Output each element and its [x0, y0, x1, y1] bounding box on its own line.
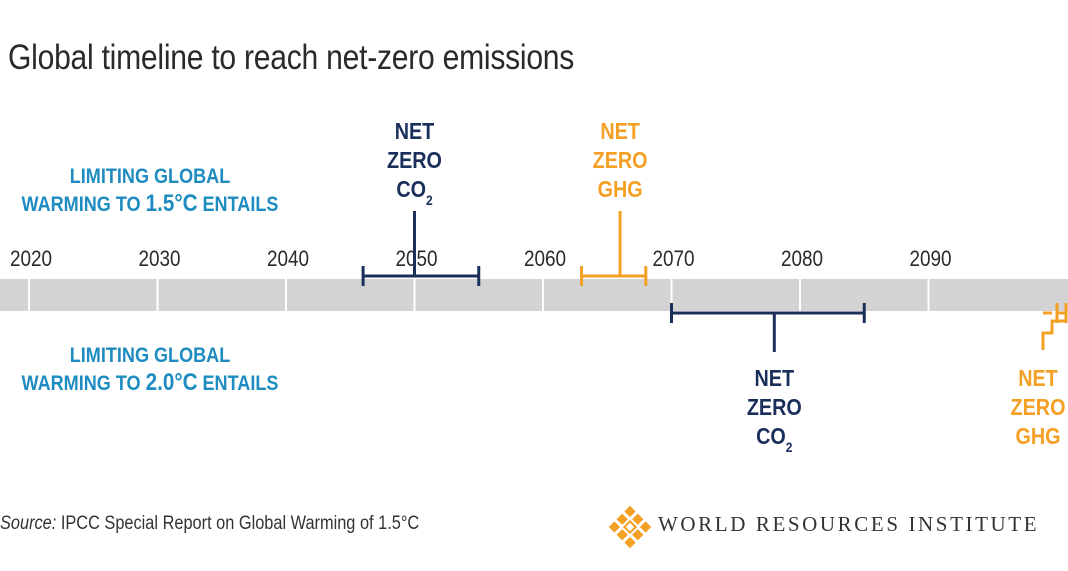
condition-line-2-prefix: WARMING TO: [21, 193, 146, 216]
logo-text: WORLD RESOURCES INSTITUTE: [658, 512, 1040, 536]
milestone-label: ZERO: [387, 148, 442, 174]
chart-title: Global timeline to reach net-zero emissi…: [8, 38, 575, 77]
timeline-bar: [0, 279, 1068, 311]
condition-temp: 2.0°C: [145, 369, 198, 396]
tick-label: 2040: [267, 247, 309, 272]
milestone-label: GHG: [1015, 424, 1060, 450]
tick-label: 2030: [138, 247, 180, 272]
source-label: Source:: [0, 513, 57, 534]
wri-logo-icon: [608, 505, 652, 549]
source-text: IPCC Special Report on Global Warming of…: [56, 513, 420, 534]
milestone-label: ZERO: [747, 395, 802, 421]
milestone-label: NET: [755, 366, 795, 392]
tick-label: 2050: [395, 247, 437, 272]
milestone-label: CO2: [396, 177, 432, 209]
tick-label: 2020: [10, 247, 52, 272]
timeline-chart: 2020 2030 2040 2050 2060 2070 2080 2090 NET ZERO C…: [0, 119, 1068, 456]
condition-line-1: LIMITING GLOBAL: [69, 165, 231, 188]
milestone-label: NET: [395, 119, 435, 145]
tick-label: 2080: [781, 247, 823, 272]
condition-line-1: LIMITING GLOBAL: [69, 344, 231, 367]
condition-1-5c: LIMITING GLOBAL WARMING TO 1.5°C ENTAILS: [4, 163, 296, 218]
condition-line-2-suffix: ENTAILS: [197, 193, 279, 216]
milestone-label-subscript: 2: [786, 439, 793, 455]
tick-label: 2070: [652, 247, 694, 272]
milestone-label: ZERO: [1011, 395, 1066, 421]
condition-line-2-suffix: ENTAILS: [197, 372, 279, 395]
condition-2-0c: LIMITING GLOBAL WARMING TO 2.0°C ENTAILS: [4, 342, 296, 397]
milestone-label: ZERO: [593, 148, 648, 174]
milestone-label: NET: [600, 119, 640, 145]
condition-temp: 1.5°C: [145, 190, 198, 217]
source-note: Source: IPCC Special Report on Global Wa…: [0, 513, 419, 535]
milestone-label: NET: [1018, 366, 1058, 392]
milestone-label-subscript: 2: [426, 192, 433, 208]
condition-line-2: WARMING TO 2.0°C ENTAILS: [4, 369, 296, 397]
milestone-stem: [1041, 305, 1068, 350]
condition-line-2-prefix: WARMING TO: [21, 372, 146, 395]
condition-line-2: WARMING TO 1.5°C ENTAILS: [4, 190, 296, 218]
tick-label: 2060: [524, 247, 566, 272]
milestone-label: GHG: [598, 177, 643, 203]
tick-label: 2090: [909, 247, 951, 272]
milestone-label: CO2: [756, 424, 792, 456]
